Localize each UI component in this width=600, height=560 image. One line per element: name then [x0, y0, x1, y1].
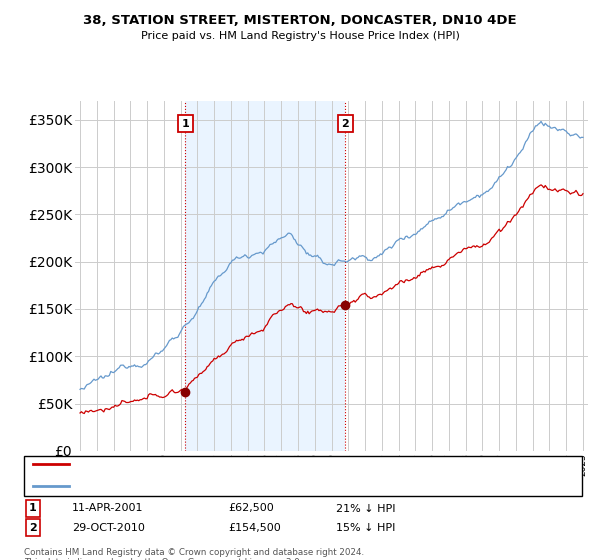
Text: 11-APR-2001: 11-APR-2001 [72, 503, 143, 514]
Text: £62,500: £62,500 [228, 503, 274, 514]
Text: 38, STATION STREET, MISTERTON, DONCASTER, DN10 4DE: 38, STATION STREET, MISTERTON, DONCASTER… [83, 14, 517, 27]
Text: 2: 2 [341, 119, 349, 129]
Text: £154,500: £154,500 [228, 522, 281, 533]
Text: 1: 1 [181, 119, 189, 129]
Text: 2: 2 [29, 522, 37, 533]
Bar [185, 101, 346, 451]
Text: 15% ↓ HPI: 15% ↓ HPI [336, 522, 395, 533]
Text: Price paid vs. HM Land Registry's House Price Index (HPI): Price paid vs. HM Land Registry's House … [140, 31, 460, 41]
Text: Contains HM Land Registry data © Crown copyright and database right 2024.
This d: Contains HM Land Registry data © Crown c… [24, 548, 364, 560]
Text: 38, STATION STREET, MISTERTON, DONCASTER, DN10 4DE (detached house): 38, STATION STREET, MISTERTON, DONCASTER… [75, 459, 474, 469]
Text: 29-OCT-2010: 29-OCT-2010 [72, 522, 145, 533]
Text: 1: 1 [29, 503, 37, 514]
Text: HPI: Average price, detached house, Bassetlaw: HPI: Average price, detached house, Bass… [75, 481, 321, 491]
Text: 21% ↓ HPI: 21% ↓ HPI [336, 503, 395, 514]
